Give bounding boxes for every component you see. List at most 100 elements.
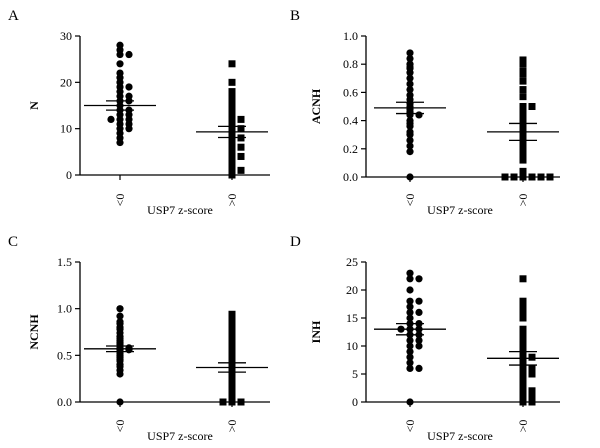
- data-point: [519, 86, 527, 94]
- data-point: [519, 70, 527, 78]
- data-point: [228, 166, 236, 174]
- y-tick-label: 1.5: [57, 255, 72, 269]
- data-point: [125, 125, 133, 133]
- data-point: [228, 78, 236, 86]
- data-point: [228, 357, 236, 365]
- data-point: [237, 398, 245, 406]
- y-tick-label: 25: [346, 255, 358, 269]
- panel-label: C: [8, 234, 18, 250]
- data-point: [237, 152, 245, 160]
- data-point: [228, 106, 236, 114]
- data-point: [415, 308, 423, 316]
- data-point: [406, 275, 414, 283]
- y-tick-label: 0.8: [343, 57, 358, 71]
- y-tick-label: 0.5: [57, 348, 72, 362]
- data-point: [125, 50, 133, 59]
- data-point: [228, 148, 236, 156]
- data-point: [406, 342, 414, 350]
- data-point: [519, 139, 527, 147]
- data-point: [228, 316, 236, 324]
- data-point: [406, 314, 414, 322]
- data-point: [406, 173, 414, 181]
- x-axis-label: USP7 z-score: [427, 203, 493, 217]
- data-point: [219, 398, 227, 406]
- data-point: [406, 269, 414, 277]
- data-point: [406, 80, 414, 88]
- data-point: [237, 125, 245, 133]
- data-point: [125, 346, 133, 354]
- data-point: [537, 173, 545, 181]
- data-point: [406, 142, 414, 150]
- data-point: [228, 342, 236, 350]
- data-point: [528, 353, 536, 361]
- data-point: [406, 49, 414, 57]
- y-tick-label: 15: [346, 311, 358, 325]
- data-point: [519, 376, 527, 384]
- y-tick-label: 0: [352, 395, 358, 409]
- data-point: [519, 167, 527, 175]
- data-point: [519, 297, 527, 305]
- data-point: [116, 370, 124, 378]
- data-point: [228, 329, 236, 337]
- x-tick-label: <0: [113, 194, 127, 207]
- x-tick-label: >0: [225, 194, 239, 207]
- data-point: [406, 74, 414, 82]
- data-point: [528, 364, 536, 372]
- data-point: [228, 310, 236, 318]
- panel-a: A 0 10 20 30 N <0 >0 USP7 z-score: [8, 8, 270, 217]
- x-tick-label: >0: [516, 194, 530, 207]
- data-point: [519, 331, 527, 339]
- y-axis-label: N: [27, 101, 41, 110]
- data-point: [116, 138, 124, 147]
- data-point: [228, 139, 236, 147]
- data-point: [519, 93, 527, 101]
- x-tick-label: <0: [113, 420, 127, 433]
- data-point: [528, 173, 536, 181]
- x-tick-label: <0: [403, 420, 417, 433]
- data-point: [406, 148, 414, 156]
- data-point: [406, 136, 414, 144]
- data-point: [406, 131, 414, 139]
- data-point: [519, 364, 527, 372]
- data-point: [519, 77, 527, 85]
- data-point: [519, 342, 527, 350]
- data-point: [406, 122, 414, 130]
- data-point: [228, 374, 236, 382]
- data-point: [116, 398, 124, 406]
- data-point: [519, 392, 527, 400]
- data-point: [519, 173, 527, 181]
- data-point: [228, 346, 236, 354]
- data-point: [406, 69, 414, 77]
- panel-d: D 0 5 10 15 20 25 INH <0 >0 USP7 z-score: [290, 234, 560, 443]
- data-point: [415, 275, 423, 283]
- data-point: [519, 117, 527, 125]
- data-point: [501, 173, 509, 181]
- data-point: [415, 364, 423, 372]
- y-axis-label: INH: [309, 320, 323, 343]
- data-point: [519, 370, 527, 378]
- data-point: [228, 97, 236, 105]
- data-point: [116, 312, 124, 320]
- data-point: [528, 398, 536, 406]
- data-point: [228, 379, 236, 387]
- x-axis-label: USP7 z-score: [427, 429, 493, 443]
- y-tick-label: 20: [60, 75, 72, 89]
- data-point: [116, 50, 124, 59]
- data-point: [228, 353, 236, 361]
- data-point: [519, 275, 527, 283]
- data-point: [228, 323, 236, 331]
- data-point: [228, 320, 236, 328]
- data-point: [519, 314, 527, 322]
- data-point: [116, 60, 124, 68]
- data-point: [228, 60, 236, 68]
- panel-label: B: [290, 8, 300, 24]
- data-point: [528, 387, 536, 395]
- data-point: [406, 336, 414, 344]
- data-point: [415, 342, 423, 350]
- data-point: [116, 305, 124, 313]
- data-point: [237, 115, 245, 123]
- panel-label: D: [290, 234, 301, 250]
- data-point: [528, 103, 536, 110]
- data-point: [406, 348, 414, 356]
- data-point: [519, 145, 527, 153]
